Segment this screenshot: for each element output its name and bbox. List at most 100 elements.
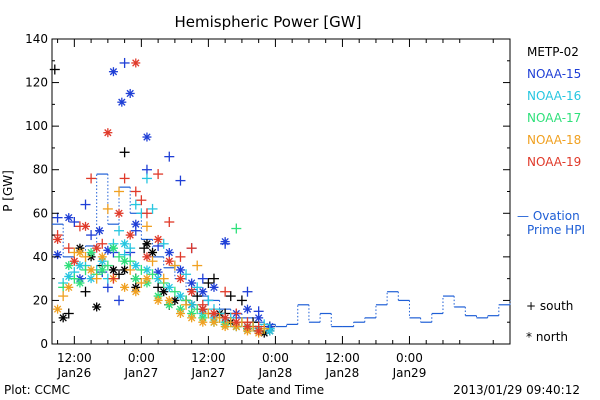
legend-satellite-label: NOAA-16 [527,89,581,103]
north-star-point [75,248,85,257]
south-plus-point [197,273,208,284]
north-star-point [220,237,230,247]
south-plus-point [80,251,91,262]
south-plus-point [119,173,130,184]
north-star-point [92,302,102,312]
north-star-point [164,248,174,257]
south-plus-point [136,278,147,288]
legend-model-label-2: Prime HPI [527,223,585,237]
south-plus-point [158,273,169,284]
south-plus-point [220,286,231,297]
north-star-point [142,132,152,142]
north-star-point [209,309,219,318]
y-tick-label: 120 [25,76,48,90]
south-plus-point [91,273,102,284]
north-star-point [81,221,91,231]
north-star-point [103,128,113,138]
satellite-data-points [49,57,275,338]
north-star-point [198,287,208,297]
south-plus-point [114,269,125,280]
x-axis-label: Date and Time [236,383,324,397]
north-star-point [209,282,219,292]
legend-model-label-1: — Ovation [517,209,580,223]
north-star-point [64,282,74,292]
south-plus-point [80,286,91,297]
north-star-point [131,274,141,284]
south-plus-point [192,260,203,271]
north-star-point [175,309,185,318]
south-plus-point [141,208,152,219]
footer-timestamp: 2013/01/29 09:40:12 [453,383,580,397]
south-plus-point [119,147,130,158]
south-plus-point [102,282,113,293]
south-plus-point [231,308,242,319]
south-plus-point [108,273,119,284]
north-star-point [175,274,185,284]
south-plus-point [69,273,80,284]
north-star-point [198,304,208,314]
south-plus-point [203,278,214,288]
north-star-point [75,261,85,271]
y-tick-label: 0 [40,337,48,351]
north-star-point [153,295,163,305]
south-plus-point [102,203,113,214]
legend: — Ovation Prime HPI + south * north METP… [517,45,585,344]
north-star-point [97,252,107,262]
south-plus-point [141,221,152,232]
north-star-point [120,282,130,292]
south-plus-point [153,282,164,293]
south-plus-point [130,199,141,210]
x-tick-time-label: 12:00 [57,351,92,365]
south-plus-point [164,217,175,227]
y-tick-label: 40 [33,250,48,264]
south-plus-point [169,260,180,271]
north-star-point [58,313,68,323]
south-plus-point [63,308,74,319]
north-star-point [148,248,158,257]
south-plus-point [102,260,113,271]
x-tick-time-label: 12:00 [325,351,360,365]
north-star-point [231,317,241,327]
x-tick-date-label: Jan27 [190,366,225,380]
south-plus-point [158,238,169,249]
north-star-point [120,256,130,266]
south-plus-point [125,243,136,254]
north-star-point [114,208,124,218]
south-plus-point [147,269,158,280]
north-star-point [242,304,252,314]
north-star-point [92,243,102,253]
north-star-point [159,287,169,297]
south-plus-point [69,217,80,227]
x-tick-date-label: Jan26 [56,366,91,380]
north-star-point [164,282,174,292]
south-plus-point [242,286,253,297]
south-plus-point [186,243,197,254]
north-star-point [94,226,104,236]
south-plus-point [175,175,186,186]
south-plus-point [175,251,186,262]
south-plus-point [86,230,97,241]
south-plus-point [119,57,130,68]
y-tick-label: 80 [33,163,48,177]
north-star-point [254,326,264,336]
north-star-point [125,230,135,240]
north-star-point [131,58,141,68]
x-tick-date-label: Jan28 [258,366,293,380]
legend-satellite-label: NOAA-19 [527,155,581,169]
south-plus-point [141,173,152,184]
south-plus-point [192,291,203,302]
north-star-point [75,278,85,288]
ovation-prime-hpi-line [52,173,511,328]
north-star-point [242,322,252,332]
north-star-point [108,243,118,253]
y-tick-label: 140 [25,32,48,46]
south-plus-point [236,295,247,306]
north-star-point [220,322,230,332]
north-star-point [175,265,185,275]
south-plus-point [86,173,97,184]
north-star-point [187,313,197,323]
legend-south-label: + south [526,299,573,313]
north-star-point [53,234,63,244]
south-plus-point [192,282,203,293]
